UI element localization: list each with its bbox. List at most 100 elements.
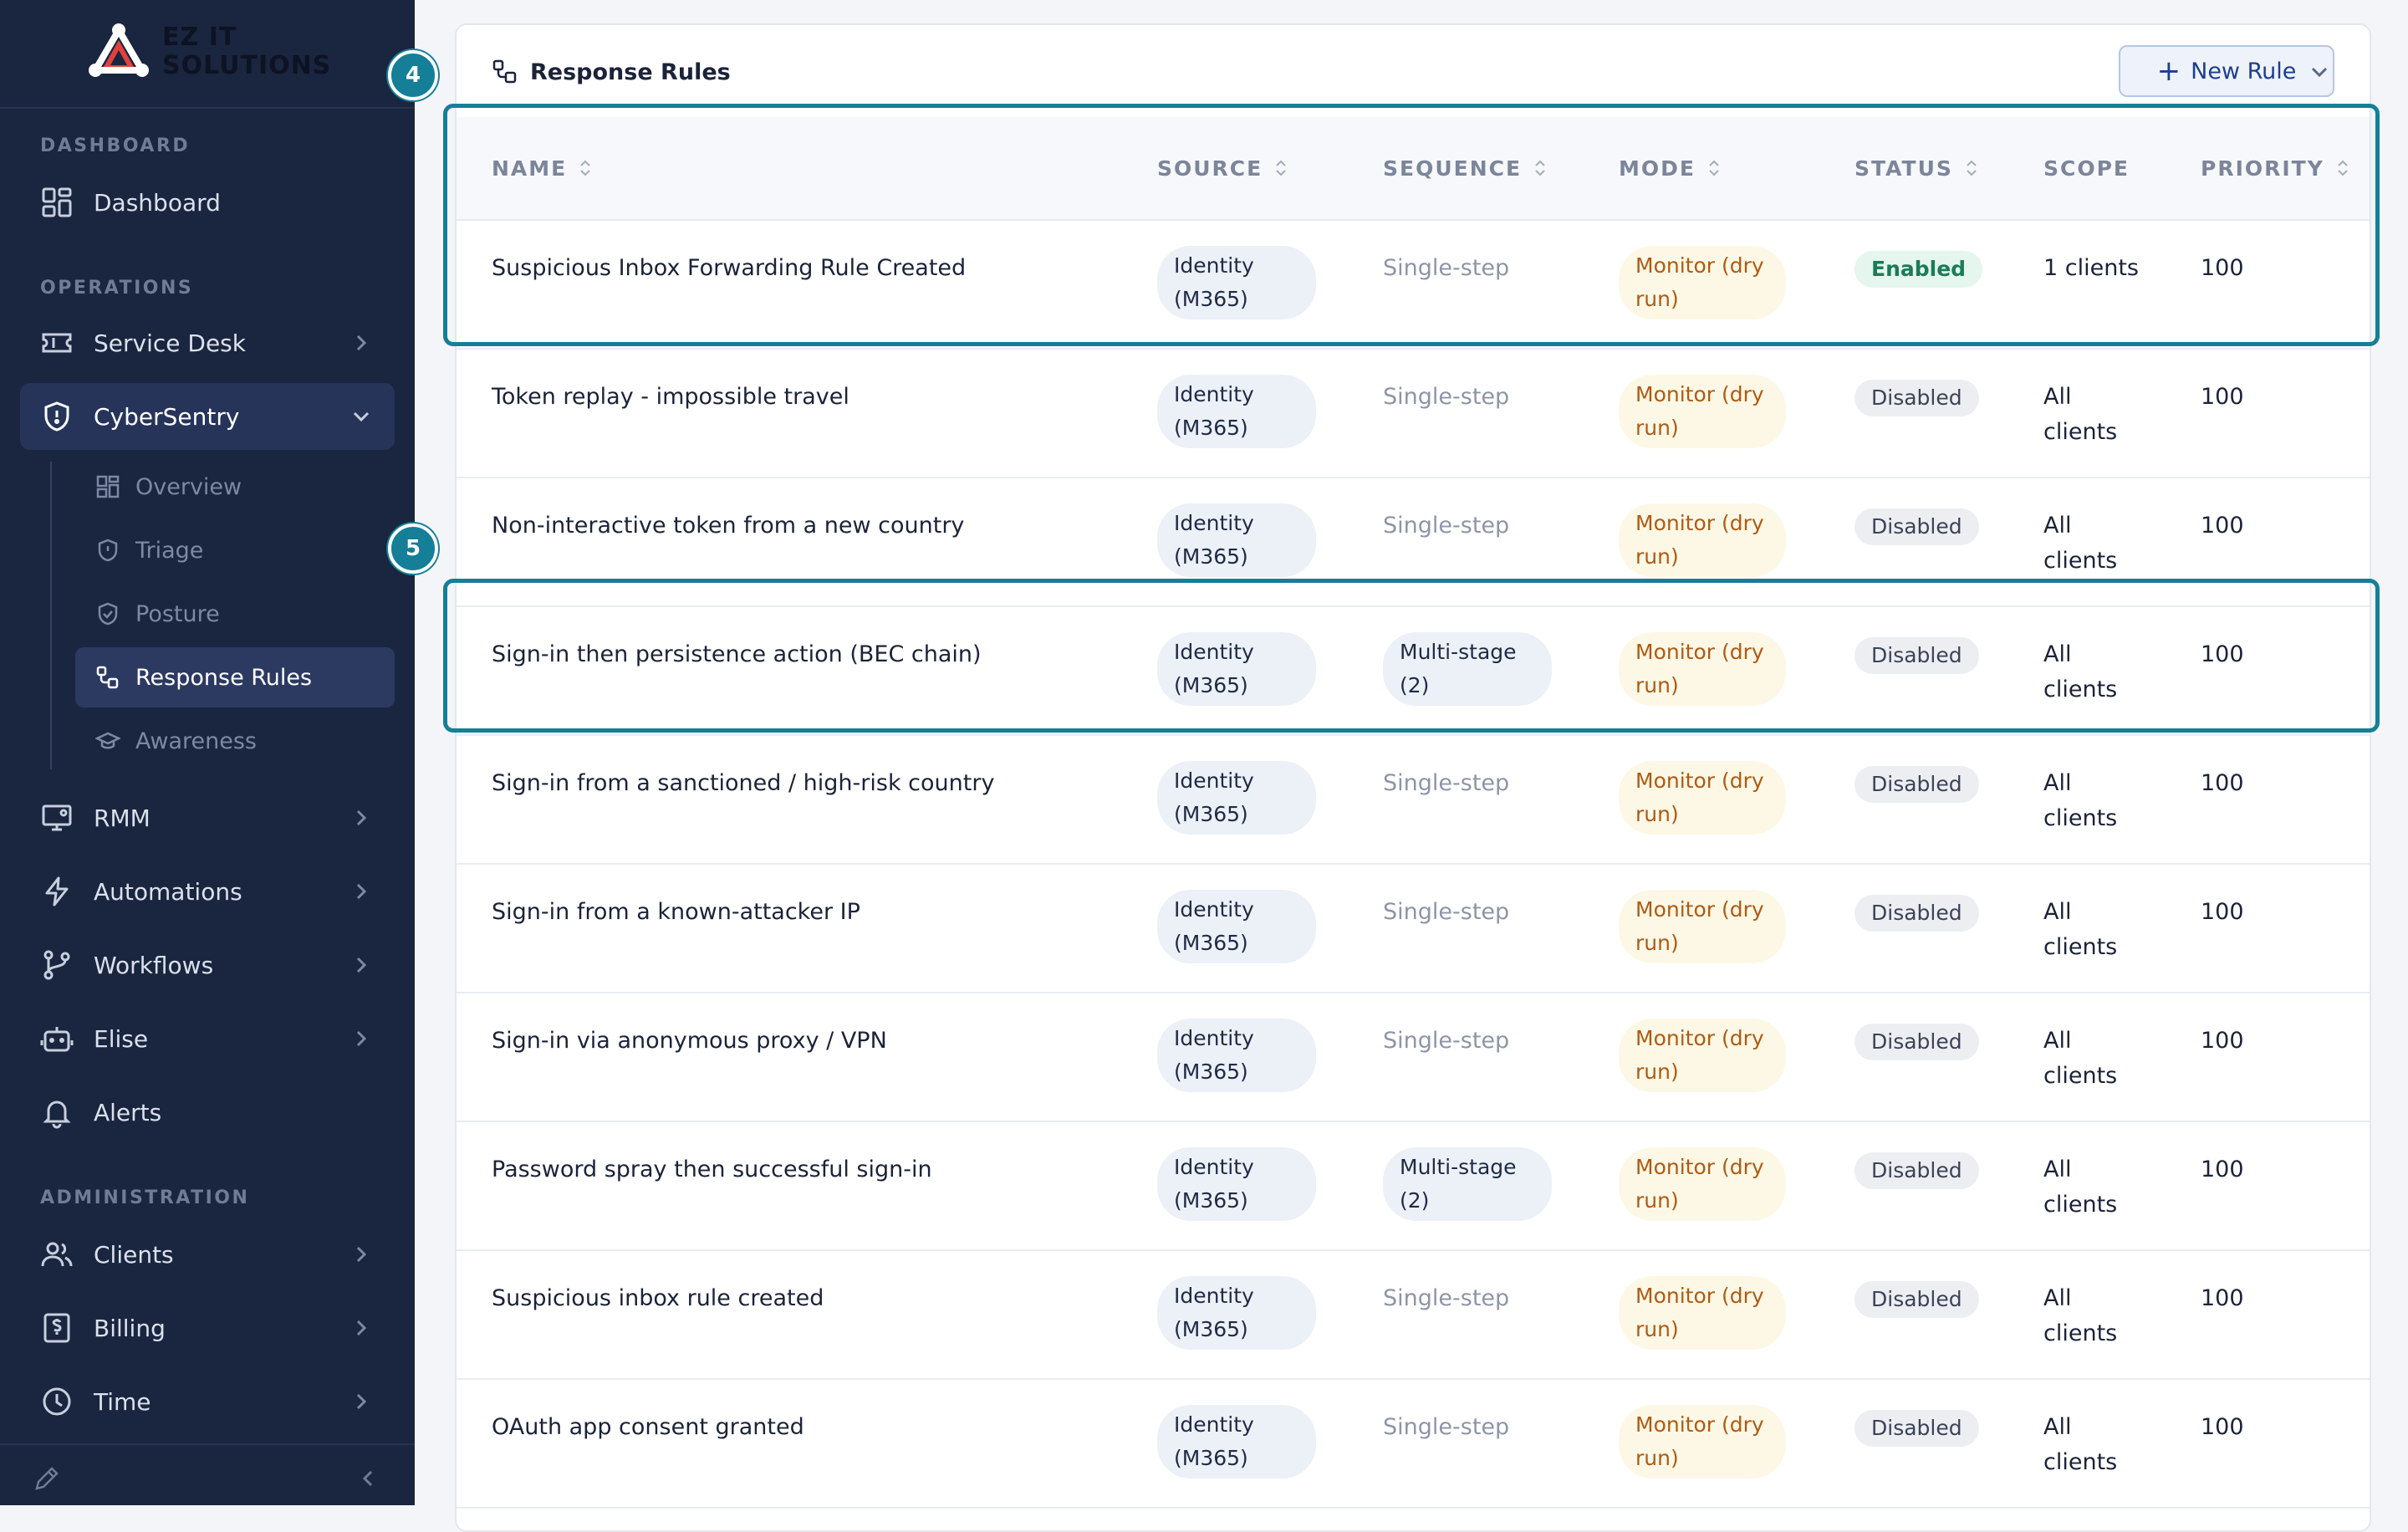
table-row[interactable]: OAuth app consent granted Identity (M365… [457, 1379, 2370, 1509]
ticket-icon [40, 326, 74, 360]
chevron-down-icon [353, 411, 370, 422]
column-header-status[interactable]: STATUS [1854, 117, 2043, 221]
source-badge: Identity (M365) [1157, 632, 1316, 706]
scope-text: All clients [2043, 384, 2118, 445]
sort-icon [1276, 160, 1286, 176]
graduation-cap-icon [95, 732, 120, 749]
status-badge: Disabled [1854, 895, 1979, 932]
sidebar-subitem-label: Triage [135, 537, 204, 564]
pencil-icon[interactable] [32, 1463, 62, 1494]
priority-text: 100 [2201, 255, 2244, 281]
table-row[interactable]: Password spray then successful sign-in I… [457, 1121, 2370, 1251]
sidebar-item-automations[interactable]: Automations [20, 858, 395, 925]
table-row[interactable]: Suspicious Inbox Forwarding Rule Created… [457, 220, 2370, 350]
sidebar-item-billing[interactable]: Billing [20, 1295, 395, 1361]
sidebar: EZ IT SOLUTIONS DASHBOARD Dashboard OPER… [0, 0, 415, 1505]
brand-logo-icon [89, 23, 149, 77]
git-branch-icon [40, 948, 74, 982]
rule-name: OAuth app consent granted [492, 1414, 804, 1440]
users-icon [40, 1238, 74, 1271]
sort-icon [580, 160, 590, 176]
chevron-right-icon [356, 809, 367, 826]
sidebar-item-time[interactable]: Time [20, 1368, 395, 1435]
sidebar-item-label: Time [94, 1387, 151, 1416]
table-row[interactable]: Sign-in via anonymous proxy / VPN Identi… [457, 993, 2370, 1122]
rule-name: Password spray then successful sign-in [492, 1157, 932, 1182]
sidebar-subitem-posture[interactable]: Posture [75, 584, 395, 644]
panel-header: Response Rules + New Rule [457, 25, 2370, 117]
column-header-label: NAME [492, 156, 568, 181]
column-header-name[interactable]: NAME [492, 117, 1157, 221]
column-header-sequence[interactable]: SEQUENCE [1383, 117, 1619, 221]
status-badge: Disabled [1854, 380, 1979, 416]
status-badge: Disabled [1854, 1410, 1979, 1447]
scope-text: All clients [2043, 641, 2118, 702]
annotation-marker-5: 5 [388, 523, 438, 574]
rule-name: Sign-in then persistence action (BEC cha… [492, 641, 982, 667]
sidebar-subitem-triage[interactable]: Triage [75, 520, 395, 580]
status-badge: Disabled [1854, 1152, 1979, 1189]
sort-icon [1709, 160, 1719, 176]
mode-badge: Monitor (dry run) [1619, 1147, 1786, 1221]
table-row[interactable]: Suspicious inbox rule created Identity (… [457, 1250, 2370, 1380]
sidebar-item-dashboard[interactable]: Dashboard [20, 169, 395, 236]
clock-icon [40, 1385, 74, 1418]
rule-name: Suspicious inbox rule created [492, 1285, 824, 1311]
chevron-right-icon [356, 1393, 367, 1410]
sidebar-item-workflows[interactable]: Workflows [20, 932, 395, 998]
sidebar-item-alerts[interactable]: Alerts [20, 1079, 395, 1146]
table-header-row: NAME SOURCE SEQUENCE MODE STATUS SCOPE P… [457, 117, 2370, 221]
sidebar-subitem-overview[interactable]: Overview [75, 457, 395, 517]
sidebar-item-label: CyberSentry [94, 402, 240, 431]
table-row[interactable]: Token replay - impossible travel Identit… [457, 349, 2370, 478]
sidebar-subitem-awareness[interactable]: Awareness [75, 711, 395, 771]
brand-header: EZ IT SOLUTIONS [0, 0, 415, 109]
sidebar-item-elise[interactable]: Elise [20, 1005, 395, 1072]
collapse-sidebar-icon[interactable] [355, 1465, 381, 1492]
sidebar-item-label: Workflows [94, 951, 214, 979]
scope-text: All clients [2043, 513, 2118, 574]
sidebar-item-rmm[interactable]: RMM [20, 784, 395, 851]
status-badge: Disabled [1854, 1024, 1979, 1060]
mode-badge: Monitor (dry run) [1619, 375, 1786, 448]
shield-check-icon [98, 602, 118, 626]
table-row[interactable]: Sign-in from a known-attacker IP Identit… [457, 864, 2370, 993]
column-header-scope: SCOPE [2043, 117, 2201, 221]
chevron-right-icon [356, 957, 367, 973]
sort-icon [2338, 160, 2348, 176]
new-rule-label: New Rule [2191, 58, 2297, 84]
priority-text: 100 [2201, 770, 2244, 796]
rule-name: Sign-in via anonymous proxy / VPN [492, 1028, 887, 1054]
table-row[interactable]: Sign-in then persistence action (BEC cha… [457, 606, 2370, 736]
column-header-priority[interactable]: PRIORITY [2201, 117, 2370, 221]
source-badge: Identity (M365) [1157, 1019, 1316, 1092]
sidebar-item-service-desk[interactable]: Service Desk [20, 309, 395, 376]
bell-icon [40, 1095, 74, 1129]
priority-text: 100 [2201, 1285, 2244, 1311]
column-header-source[interactable]: SOURCE [1157, 117, 1383, 221]
rule-name: Sign-in from a sanctioned / high-risk co… [492, 770, 995, 796]
mode-badge: Monitor (dry run) [1619, 1405, 1786, 1478]
priority-text: 100 [2201, 1157, 2244, 1182]
scope-text: 1 clients [2043, 255, 2139, 281]
column-header-mode[interactable]: MODE [1619, 117, 1854, 221]
source-badge: Identity (M365) [1157, 246, 1316, 319]
response-rules-panel: Response Rules + New Rule NAME SOURCE SE… [455, 23, 2371, 1532]
mode-badge: Monitor (dry run) [1619, 761, 1786, 835]
sidebar-item-cybersentry[interactable]: CyberSentry [20, 383, 395, 450]
table-row[interactable]: Non-interactive token from a new country… [457, 477, 2370, 607]
scope-text: All clients [2043, 899, 2118, 960]
column-header-label: STATUS [1854, 156, 1953, 181]
sequence-text: Single-step [1383, 770, 1510, 796]
table-row[interactable]: Sign-in from a sanctioned / high-risk co… [457, 735, 2370, 865]
sidebar-item-clients[interactable]: Clients [20, 1221, 395, 1288]
chevron-right-icon [356, 1320, 367, 1336]
sidebar-subitem-response-rules[interactable]: Response Rules [75, 647, 395, 707]
section-label-dashboard: DASHBOARD [40, 135, 191, 156]
brand-line-2: SOLUTIONS [162, 51, 332, 80]
chevron-down-icon[interactable] [2306, 59, 2333, 85]
sequence-text: Single-step [1383, 1414, 1510, 1440]
sort-icon [1535, 160, 1545, 176]
new-rule-button[interactable]: + New Rule [2119, 45, 2334, 97]
source-badge: Identity (M365) [1157, 375, 1316, 448]
